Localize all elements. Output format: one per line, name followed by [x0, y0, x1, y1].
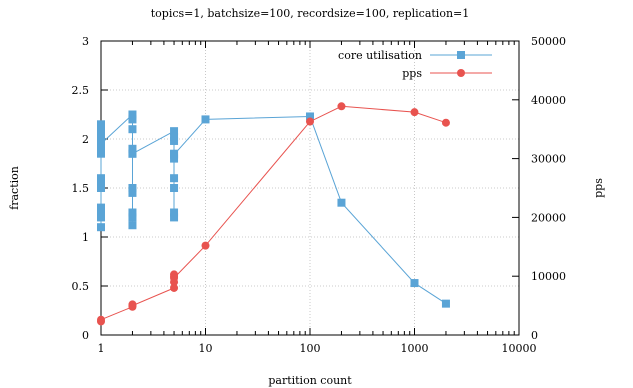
- data-point: [170, 213, 179, 222]
- y2-tick-label: 10000: [531, 270, 566, 283]
- data-point: [97, 203, 105, 212]
- data-point: [337, 198, 346, 207]
- legend-marker: [457, 69, 465, 77]
- y-tick-label: 2.5: [72, 84, 90, 97]
- y-tick-label: 1: [82, 231, 89, 244]
- data-point: [97, 184, 105, 192]
- x-tick-label: 10000: [502, 342, 537, 355]
- data-point: [201, 115, 210, 124]
- chart-title: topics=1, batchsize=100, recordsize=100,…: [151, 7, 470, 20]
- data-point: [97, 135, 105, 143]
- data-point: [128, 149, 137, 158]
- x-tick-label: 1000: [401, 342, 429, 355]
- data-point: [410, 279, 419, 288]
- data-point: [170, 127, 179, 136]
- data-point: [97, 213, 105, 222]
- data-point: [97, 139, 105, 148]
- data-point: [97, 125, 105, 134]
- data-point: [441, 299, 450, 308]
- data-point: [128, 208, 137, 217]
- y2-axis-title: pps: [592, 178, 605, 198]
- series-core-utilisation: [97, 110, 450, 308]
- legend-marker: [457, 51, 465, 59]
- series-layer: [97, 102, 450, 326]
- data-point: [97, 174, 105, 183]
- data-point: [170, 136, 179, 145]
- data-point: [128, 213, 137, 222]
- data-point: [97, 120, 105, 129]
- y-tick-label: 3: [82, 35, 89, 48]
- data-point: [306, 112, 314, 121]
- data-point: [170, 174, 179, 183]
- data-point: [97, 208, 105, 217]
- data-point: [128, 144, 137, 153]
- x-tick-label: 100: [300, 342, 321, 355]
- data-point: [170, 208, 179, 217]
- y2-tick-label: 40000: [531, 94, 566, 107]
- y2-tick-label: 50000: [531, 35, 566, 48]
- legend-label: core utilisation: [338, 49, 422, 62]
- data-point: [170, 283, 179, 292]
- grid: [101, 41, 519, 335]
- data-point: [170, 150, 179, 159]
- series-line: [100, 113, 447, 305]
- data-point: [128, 184, 137, 192]
- data-point: [128, 125, 137, 134]
- x-axis-title: partition count: [268, 374, 352, 387]
- y-tick-label: 2: [82, 133, 89, 146]
- y-tick-label: 0: [82, 329, 89, 342]
- data-point: [337, 102, 346, 111]
- data-point: [128, 110, 137, 119]
- data-point: [97, 144, 105, 153]
- data-point: [128, 221, 137, 230]
- legend: core utilisation pps: [338, 49, 492, 80]
- y-axis-title: fraction: [8, 166, 21, 210]
- legend-label: pps: [402, 67, 422, 80]
- y2-tick-label: 30000: [531, 153, 566, 166]
- data-point: [128, 188, 137, 197]
- data-point: [97, 315, 105, 324]
- y-tick-label: 0.5: [72, 280, 90, 293]
- ticks: 1 10 100 1000 1000000.511.522.53010000200003…: [72, 35, 567, 355]
- y-tick-label: 1.5: [72, 182, 90, 195]
- data-point: [97, 223, 105, 232]
- series-line: [100, 105, 447, 322]
- data-point: [128, 115, 137, 124]
- data-point: [97, 130, 105, 139]
- y2-tick-label: 0: [531, 329, 538, 342]
- data-point: [441, 118, 450, 127]
- series-pps: [97, 102, 450, 326]
- data-point: [201, 241, 210, 250]
- data-point: [306, 117, 314, 126]
- data-point: [170, 273, 179, 282]
- y2-tick-label: 20000: [531, 211, 566, 224]
- data-point: [97, 149, 105, 158]
- x-tick-label: 10: [199, 342, 213, 355]
- data-point: [170, 184, 179, 192]
- data-point: [410, 108, 419, 117]
- data-point: [97, 179, 105, 188]
- data-point: [128, 301, 137, 310]
- x-tick-label: 1: [98, 342, 105, 355]
